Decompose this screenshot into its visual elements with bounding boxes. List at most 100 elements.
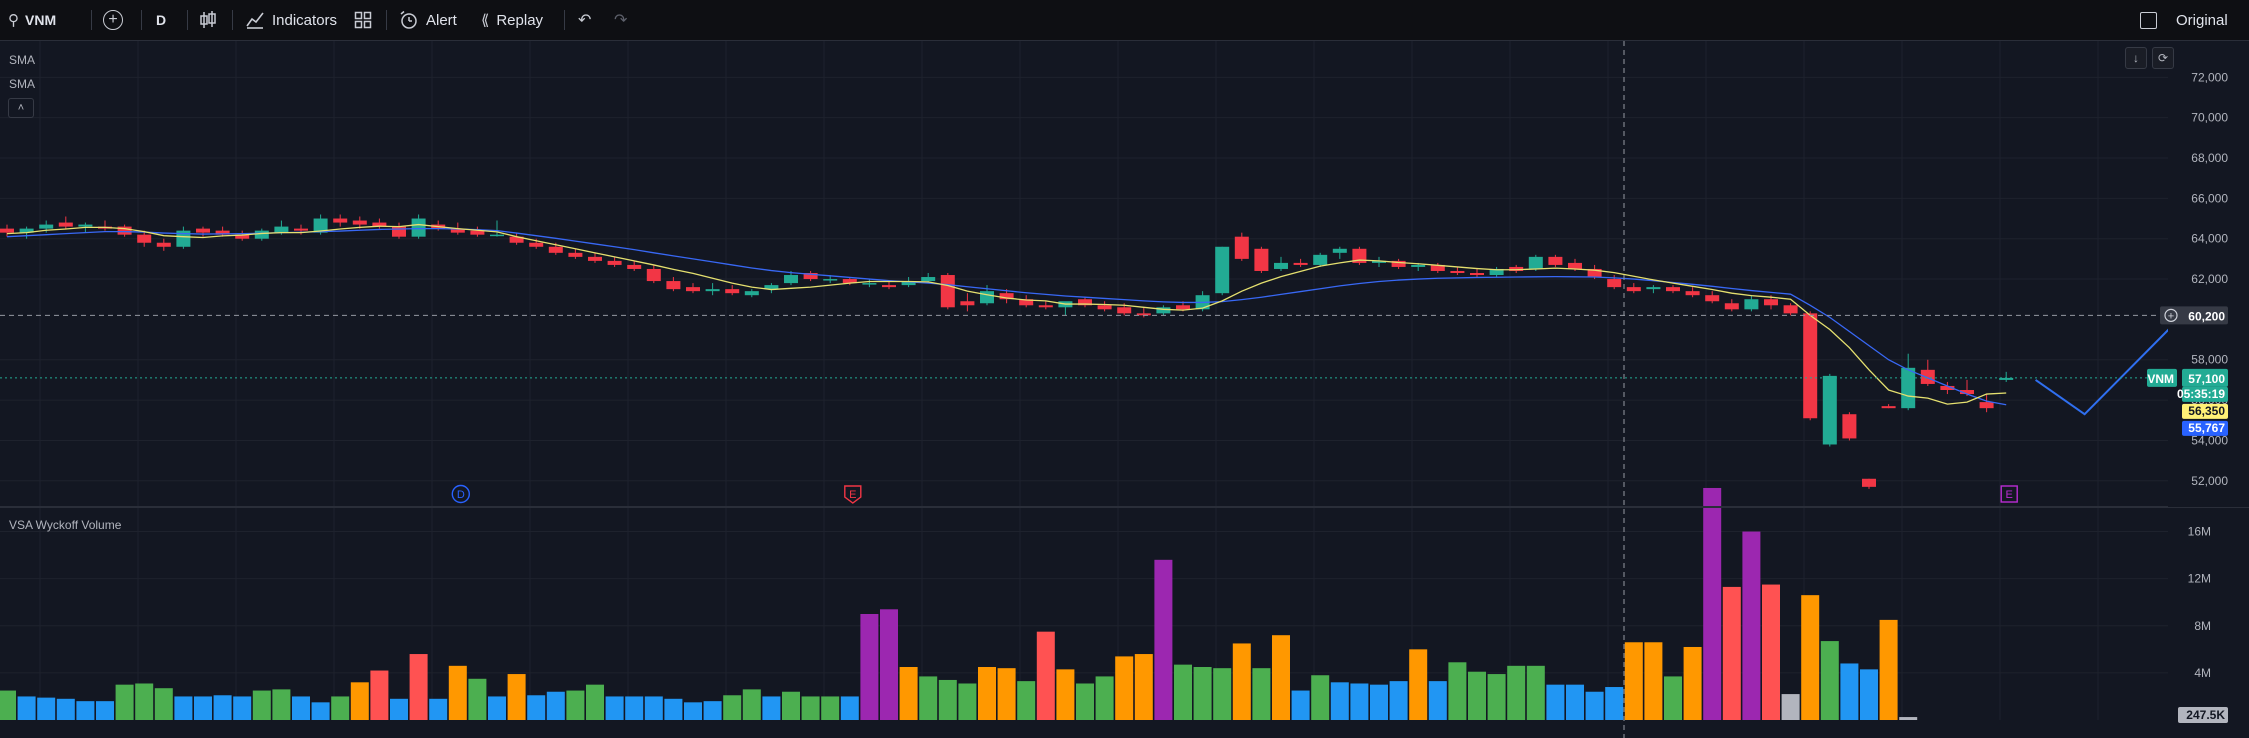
- collapse-legend-button[interactable]: ˄: [8, 98, 34, 118]
- candle-body: [490, 234, 504, 237]
- candle: [1254, 246, 1269, 273]
- indicators-label: Indicators: [272, 11, 338, 29]
- plus-icon: +: [2168, 310, 2174, 322]
- candle-body: [333, 218, 348, 223]
- volume-bar: [1507, 665, 1526, 720]
- candle-body: [1450, 270, 1465, 273]
- candle: [1038, 301, 1053, 310]
- last-price-badge: 57,100: [2182, 368, 2228, 387]
- search-icon: ⚲: [8, 12, 19, 29]
- chart-canvas[interactable]: D E E 72,000 70,000 68,000 66,000 64,000 62,000…: [0, 41, 2249, 738]
- volume-bar: [860, 614, 879, 720]
- alert-button[interactable]: Alert: [399, 0, 457, 40]
- projection-drawing[interactable]: [2035, 313, 2185, 416]
- candle: [1822, 373, 1837, 447]
- indicators-button[interactable]: Indicators: [245, 0, 337, 40]
- volume-bar: [899, 667, 918, 720]
- indicators-icon: [246, 12, 264, 29]
- earnings-marker-icon: [844, 485, 862, 504]
- candle: [1156, 305, 1171, 316]
- volume-bar: [429, 698, 448, 720]
- volume-bar: [1840, 663, 1859, 720]
- volume-bar: [1193, 667, 1212, 720]
- candle-body: [1685, 291, 1700, 296]
- layouts-button[interactable]: [354, 0, 372, 40]
- candle-body: [568, 252, 583, 257]
- candle-body: [1430, 264, 1445, 271]
- candle-body: [1979, 402, 1994, 409]
- volume-bar: [1487, 674, 1506, 720]
- candle: [98, 220, 112, 231]
- candle: [1313, 252, 1328, 267]
- volume-bar: [1311, 675, 1330, 720]
- candle-body: [274, 226, 289, 233]
- chart-type-button[interactable]: [199, 0, 217, 40]
- volume-bar: [762, 696, 781, 720]
- candle: [1705, 291, 1720, 304]
- candle: [1489, 266, 1504, 278]
- volume-bar: [468, 678, 487, 720]
- candle: [803, 270, 818, 282]
- sma-legend-2[interactable]: SMA: [9, 77, 36, 91]
- toolbar-divider: [564, 10, 565, 30]
- candle: [1881, 404, 1896, 409]
- original-toggle[interactable]: Original: [2140, 0, 2228, 40]
- event-marker: E: [844, 485, 862, 504]
- candle: [999, 289, 1014, 304]
- candle-body: [1117, 307, 1132, 314]
- volume-bar: [1409, 649, 1428, 720]
- sma-legend-1[interactable]: SMA: [9, 53, 36, 67]
- symbol-search[interactable]: ⚲ VNM: [8, 0, 56, 40]
- reset-view-button[interactable]: ⟳: [2152, 47, 2174, 69]
- volume-bar: [1762, 584, 1780, 720]
- scroll-to-latest-button[interactable]: ↓: [2125, 47, 2147, 69]
- candle-body: [627, 264, 642, 269]
- volume-axis[interactable]: 16M 12M 8M 4M: [2168, 508, 2249, 738]
- chart-grid: [0, 41, 2168, 720]
- volume-bar: [1370, 684, 1388, 720]
- price-axis[interactable]: 72,000 70,000 68,000 66,000 64,000 62,000 58,0…: [2168, 41, 2249, 507]
- candle-body: [392, 226, 406, 237]
- compare-symbol-button[interactable]: +: [103, 0, 123, 40]
- redo-button[interactable]: ↷: [614, 0, 627, 40]
- candle: [0, 224, 14, 237]
- volume-bar: [1664, 676, 1682, 720]
- candle: [1509, 264, 1524, 273]
- interval-button[interactable]: D: [156, 0, 166, 40]
- volume-bar: [566, 690, 585, 720]
- candle: [568, 248, 583, 259]
- candle: [764, 283, 779, 294]
- candle-body: [1548, 256, 1563, 265]
- candle: [588, 252, 602, 263]
- candle-body: [1783, 305, 1798, 314]
- volume-bar: [1134, 654, 1153, 720]
- candle-body: [1568, 262, 1582, 269]
- volume-pane-title[interactable]: VSA Wyckoff Volume: [9, 518, 122, 532]
- price-tick-label: 68,000: [2191, 151, 2228, 165]
- candle-body: [725, 289, 740, 294]
- event-marker-letter: E: [849, 489, 856, 501]
- candle: [862, 279, 877, 288]
- candle-body: [1470, 273, 1484, 276]
- volume-bar: [782, 691, 800, 720]
- replay-button[interactable]: ⟪ Replay: [481, 0, 543, 40]
- candle-body: [1822, 375, 1837, 445]
- volume-bar: [1879, 619, 1898, 720]
- candle: [725, 285, 740, 296]
- candle: [1078, 297, 1092, 308]
- volume-bar: [919, 676, 938, 720]
- volume-bar: [507, 674, 526, 720]
- candle-body: [705, 289, 720, 292]
- volume-bar: [1468, 671, 1486, 720]
- price-tick-label: 70,000: [2191, 111, 2228, 125]
- volume-bar: [213, 695, 232, 720]
- volume-bar: [1722, 586, 1741, 720]
- candle: [1626, 283, 1641, 294]
- redo-icon: ↷: [614, 12, 628, 29]
- candle: [1920, 359, 1935, 386]
- last-volume-badge-background: [2178, 707, 2228, 723]
- undo-button[interactable]: ↶: [578, 0, 591, 40]
- candle-body: [1019, 299, 1034, 306]
- candle: [1136, 307, 1151, 318]
- volume-bar: [1272, 635, 1290, 720]
